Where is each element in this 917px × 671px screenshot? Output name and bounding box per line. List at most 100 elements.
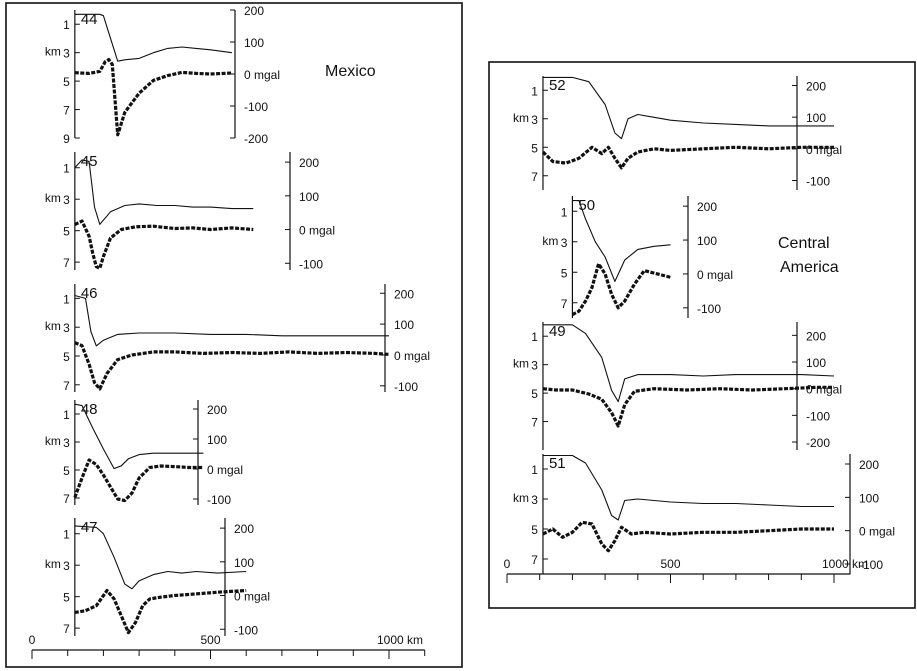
profile-50-gravity-label: 100 [697,234,717,248]
profile-46-depth-label: 5 [63,350,70,364]
profile-52-gravity-label: 200 [806,80,826,94]
profile-50-bathymetry-line [572,200,671,282]
profile-52-number: 52 [549,77,566,94]
profile-49-depth-label: 5 [531,387,538,401]
profile-44-km-label: km [45,45,61,59]
profile-51-depth-label: 5 [531,523,538,537]
profile-46: 1 3 5 7 km 200 100 0 mgal -100 46 [45,284,430,394]
profile-45-gravity-label: 100 [299,190,319,204]
profile-46-depth-label: 3 [63,321,70,335]
profile-47-gravity-label: 100 [234,556,254,570]
profile-47-km-label: km [45,557,61,571]
profile-50-depth-label: 3 [561,236,568,250]
profile-46-depth-label: 1 [63,292,70,306]
profile-46-gravity-line [74,341,390,391]
profile-51-gravity-label: 100 [859,491,879,505]
profile-49-depth-label: 1 [531,330,538,344]
profile-51-gravity-label: -100 [859,558,883,572]
profile-49-gravity-label: 0 mgal [806,383,842,397]
profile-49-gravity-line [542,385,834,428]
right-x-tick-label: 0 [504,557,511,571]
profile-52-bathymetry-line [543,76,834,140]
region-label-america: America [780,259,839,276]
profile-46-depth-label: 7 [63,379,70,393]
profile-48-gravity-line [73,458,204,503]
profile-47-bathymetry-line [74,525,247,590]
profile-48-depth-label: 1 [63,408,70,422]
profile-45-depth-label: 5 [63,225,70,239]
profile-50-km-label: km [542,234,558,248]
profile-47-gravity-line [74,588,247,635]
profile-51-gravity-line [542,520,834,553]
profile-48-gravity-label: 0 mgal [207,463,243,477]
profile-52-depth-label: 1 [531,84,538,98]
profile-51-depth-label: 7 [531,553,538,567]
profile-48-depth-label: 3 [63,436,70,450]
profile-44-bathymetry-line [74,13,232,62]
right-panel-frame [488,61,916,609]
profile-45-gravity-label: 200 [299,156,319,170]
profile-47-number: 47 [81,519,98,536]
profile-49-depth-label: 3 [531,359,538,373]
profile-44-number: 44 [81,11,98,28]
profile-49-gravity-label: 200 [806,329,826,343]
profile-45-bathymetry-line [74,159,254,225]
profile-50-depth-label: 5 [561,266,568,280]
profile-48-gravity-label: 100 [207,433,227,447]
profile-51-depth-label: 1 [531,463,538,477]
profile-47-depth-label: 1 [63,528,70,542]
profile-48-gravity-label: 200 [207,403,227,417]
profile-44-gravity-label: 200 [244,4,264,18]
profile-47-depth-label: 5 [63,591,70,605]
profile-44-depth-label: 5 [63,75,70,89]
profile-45-gravity-label: -100 [299,257,323,271]
profile-48-km-label: km [45,434,61,448]
profile-45-depth-label: 3 [63,193,70,207]
profile-47: 1 3 5 7 km 200 100 0 mgal -100 47 [45,518,270,637]
region-label-mexico: Mexico [325,63,376,80]
left-x-tick-label: 0 [29,633,36,647]
profile-49-depth-label: 7 [531,416,538,430]
profile-46-gravity-label: 100 [394,318,414,332]
right-x-tick-label: 500 [660,557,680,571]
profile-52-depth-label: 7 [531,170,538,184]
region-label-central: Central [778,235,830,252]
profile-50-gravity-label: 200 [697,200,717,214]
profile-44-gravity-label: 100 [244,36,264,50]
profile-51-depth-label: 3 [531,493,538,507]
profile-47-gravity-label: 200 [234,522,254,536]
profile-44-gravity-label: 0 mgal [244,68,280,82]
profile-48-number: 48 [81,401,98,418]
profile-44-gravity-label: -100 [244,100,268,114]
profile-50-depth-label: 7 [561,297,568,311]
profile-47-gravity-label: 0 mgal [234,590,270,604]
profile-51: 1 3 5 7 km 200 100 0 mgal -100 51 [513,454,895,574]
profile-44-depth-label: 9 [63,132,70,146]
profile-48-depth-label: 5 [63,464,70,478]
profile-46-number: 46 [81,285,98,302]
profile-44-depth-label: 7 [63,104,70,118]
profile-51-km-label: km [513,491,529,505]
profile-48-depth-label: 7 [63,492,70,506]
profile-52-depth-label: 3 [531,113,538,127]
profile-48-gravity-label: -100 [207,493,231,507]
profile-47-gravity-label: -100 [234,623,258,637]
profile-52-gravity-label: -100 [806,175,830,189]
profile-48-bathymetry-line [74,403,204,470]
profile-45-depth-label: 1 [63,162,70,176]
profile-47-depth-label: 7 [63,622,70,636]
profile-46-gravity-label: 0 mgal [394,349,430,363]
profile-49-number: 49 [549,323,566,340]
profile-50-gravity-label: 0 mgal [697,268,733,282]
profile-45-depth-label: 7 [63,256,70,270]
profile-47-depth-label: 3 [63,559,70,573]
profile-46-km-label: km [45,319,61,333]
profile-50-depth-label: 1 [561,205,568,219]
profile-52-km-label: km [513,111,529,125]
profile-52: 1 3 5 7 km 200 100 0 mgal -100 52 [513,76,842,190]
profile-52-depth-label: 5 [531,141,538,155]
profile-51-bathymetry-line [543,454,834,521]
